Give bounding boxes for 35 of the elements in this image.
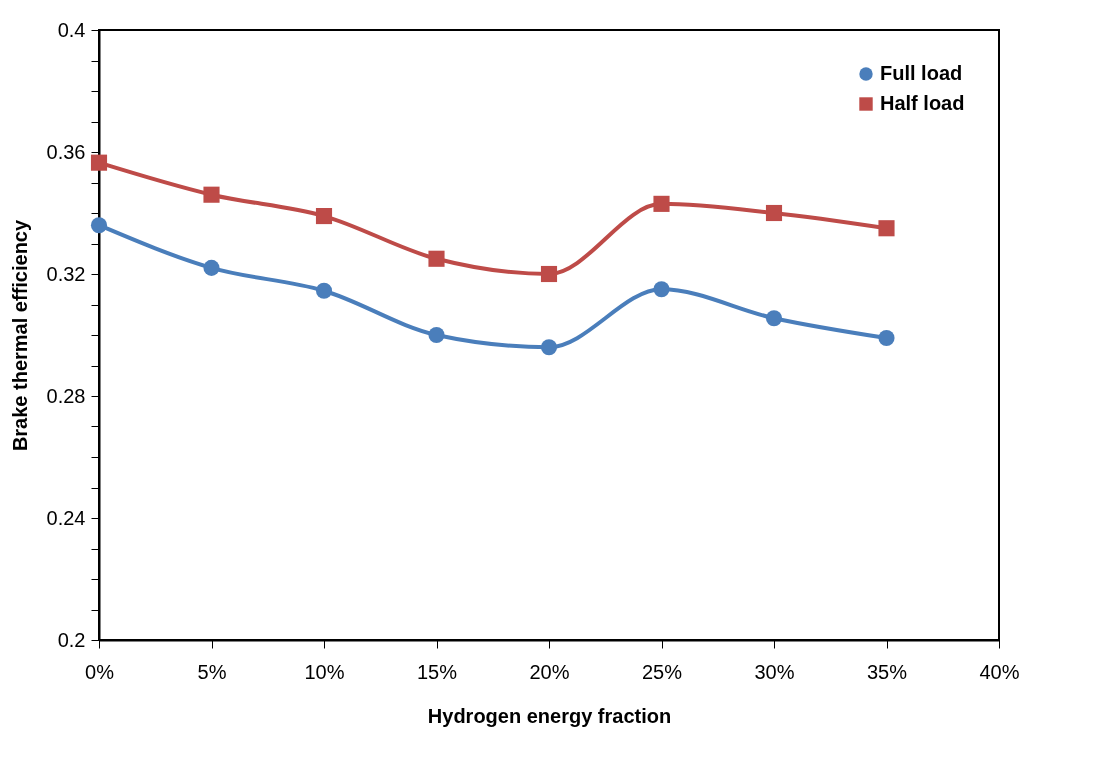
x-tick-label: 5% (197, 660, 227, 683)
x-tick-label: 40% (979, 660, 1020, 683)
point (315, 282, 333, 299)
y-tick-label: 0.28 (46, 384, 86, 407)
point (878, 220, 895, 237)
point (653, 281, 670, 298)
point (878, 330, 895, 347)
x-tick-label: 35% (866, 660, 908, 683)
y-tick-label: 0.2 (57, 628, 86, 651)
point (203, 259, 220, 276)
y-tick-label: 0.36 (46, 140, 86, 163)
x-tick-label: 0% (85, 660, 115, 683)
y-tick-label: 0.32 (46, 262, 86, 285)
point (90, 154, 108, 171)
point (540, 265, 558, 283)
x-tick-label: 25% (641, 660, 683, 683)
y-tick-label: 0.24 (46, 506, 86, 529)
x-axis-title: Hydrogen energy fraction (427, 704, 672, 727)
point (653, 195, 670, 212)
x-tick-label: 30% (754, 660, 795, 683)
point (540, 339, 558, 356)
x-tick-label: 10% (304, 660, 345, 683)
point (428, 326, 445, 344)
point (765, 310, 783, 327)
point (765, 204, 783, 222)
x-tick-label: 15% (416, 660, 458, 683)
legend-label: Half load (880, 92, 965, 114)
x-tick-label: 20% (529, 660, 570, 683)
y-axis-title: Brake thermal efficiency (8, 219, 31, 452)
point (315, 207, 333, 225)
legend-label: Full load (880, 62, 963, 84)
y-tick-label: 0.4 (57, 18, 86, 41)
point (428, 250, 445, 267)
point (203, 186, 220, 203)
point (90, 217, 108, 234)
